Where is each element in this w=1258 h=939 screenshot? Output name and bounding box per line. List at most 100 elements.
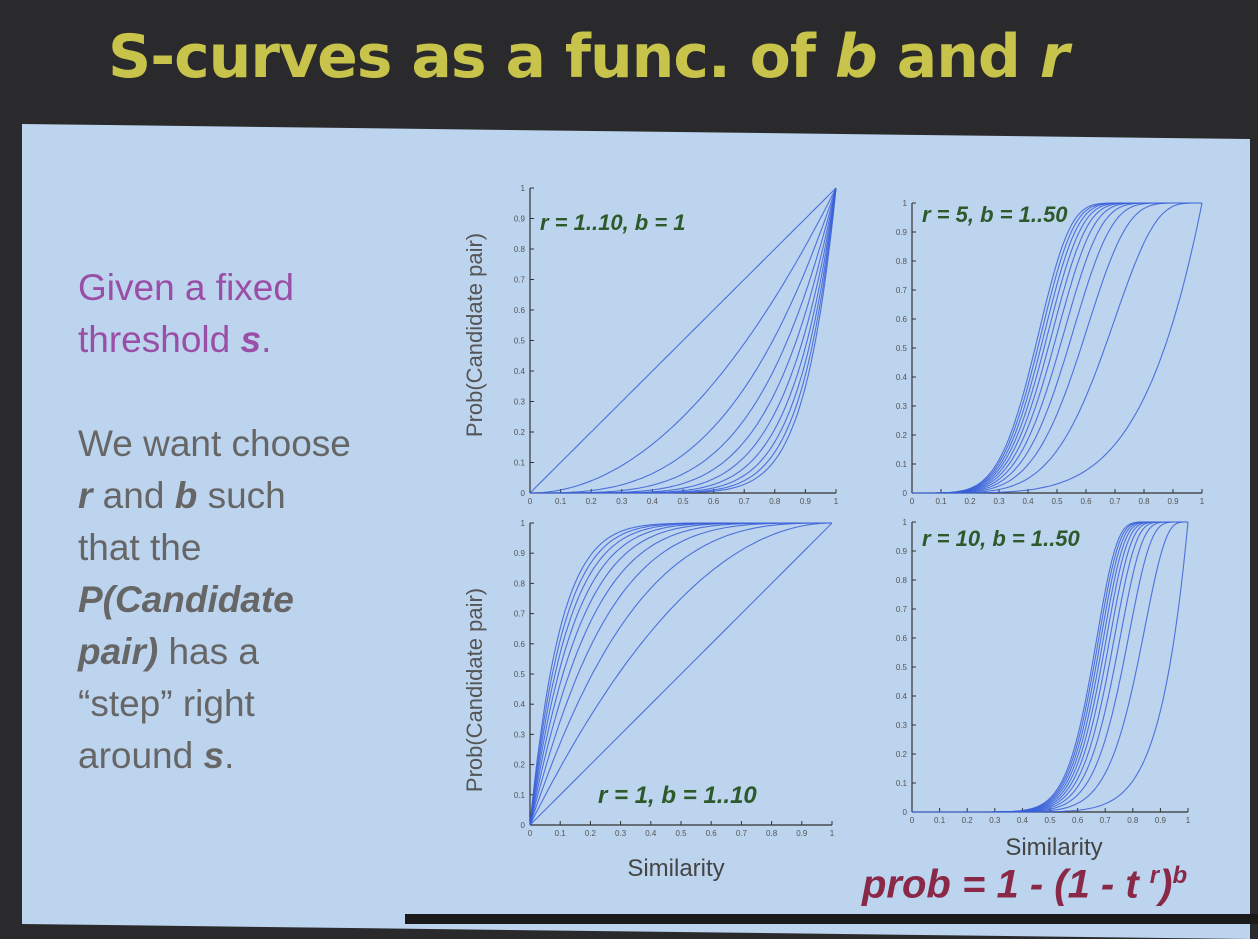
x-tick-label: 0.7 <box>1100 816 1112 825</box>
goal-line-7: around s. <box>78 730 351 782</box>
x-axis-label: Similarity <box>627 855 724 882</box>
threshold-line-2: threshold s. <box>78 314 294 366</box>
x-tick-label: 0.2 <box>962 816 974 825</box>
title-r: r <box>1039 22 1070 92</box>
chart-3: 0 0.1 0.2 0.3 0.4 0.5 0.6 0.7 0.8 0.9 1 0 0.1 0.2 0.3 0… <box>462 519 835 882</box>
threshold-dot: . <box>261 319 272 360</box>
series-line-r5-b5 <box>912 202 1202 494</box>
x-tick-label: 0.8 <box>769 497 781 506</box>
title-text: S-curves as a func. of <box>108 22 835 92</box>
y-tick-label: 0.4 <box>514 700 526 709</box>
series-line-r5-b50 <box>912 202 1202 494</box>
y-tick-label: 0.1 <box>514 791 526 800</box>
series-line-r1-b3 <box>529 522 832 826</box>
x-tick-label: 0 <box>528 497 533 506</box>
x-tick-label: 0.6 <box>706 829 718 838</box>
threshold-s: s <box>240 319 262 360</box>
x-tick-label: 0.9 <box>800 497 812 506</box>
series-line-r10-b15 <box>912 521 1188 813</box>
x-tick-label: 0.5 <box>677 497 689 506</box>
y-tick-label: 0 <box>903 808 908 817</box>
goal-pair: pair) <box>78 631 159 672</box>
y-tick-label: 0.8 <box>514 245 526 254</box>
series-line-r1-b2 <box>529 522 832 826</box>
y-tick-label: 0.1 <box>896 460 908 469</box>
y-tick-label: 0.4 <box>514 367 526 376</box>
y-tick-label: 0.8 <box>896 257 908 266</box>
x-tick-label: 0.2 <box>586 497 598 506</box>
y-tick-label: 0.6 <box>896 315 908 324</box>
goal-b: b <box>174 475 198 516</box>
slide-title: S-curves as a func. of b and r <box>108 22 1070 92</box>
x-axis-label: Similarity <box>1005 834 1102 861</box>
y-tick-label: 0.2 <box>514 428 526 437</box>
chart-1: 0 0.1 0.2 0.3 0.4 0.5 0.6 0.7 0.8 0.9 1 0 0.1 0.2 0.3 0… <box>462 184 839 506</box>
goal-line-3: that the <box>78 527 202 568</box>
x-tick-label: 1 <box>834 497 839 506</box>
x-tick-label: 0.9 <box>796 829 808 838</box>
y-tick-label: 0.6 <box>514 640 526 649</box>
x-tick-label: 0 <box>910 497 915 506</box>
goal-s: s <box>203 735 225 776</box>
formula-sup-b: b <box>1172 862 1188 889</box>
series-line-r3-b1 <box>530 187 837 494</box>
chart-annotation: r = 1, b = 1..10 <box>598 782 757 809</box>
x-tick-label: 0.1 <box>555 497 567 506</box>
y-tick-label: 0.9 <box>896 547 908 556</box>
y-tick-label: 0.4 <box>896 373 908 382</box>
y-tick-label: 0.3 <box>896 402 908 411</box>
series-line-r10-b25 <box>912 521 1188 813</box>
x-tick-label: 0.3 <box>989 816 1001 825</box>
series-line-r1-b1 <box>529 187 837 494</box>
goal-text: We want choose r and b such that the P(C… <box>78 418 351 782</box>
y-tick-label: 1 <box>903 518 908 527</box>
y-tick-label: 0.9 <box>514 215 526 224</box>
x-tick-label: 0.2 <box>585 829 597 838</box>
goal-and: and <box>92 475 175 516</box>
x-tick-label: 0.4 <box>647 497 659 506</box>
y-tick-label: 0.3 <box>514 398 526 407</box>
x-tick-label: 0.4 <box>1017 816 1029 825</box>
series-line-r10-b10 <box>912 521 1188 813</box>
y-tick-label: 0.5 <box>514 337 526 346</box>
formula-close: ) <box>1159 862 1173 907</box>
x-tick-label: 0.3 <box>993 497 1005 506</box>
goal-line-1: We want choose <box>78 423 351 464</box>
x-tick-label: 0 <box>528 829 533 838</box>
goal-r: r <box>78 475 93 516</box>
x-tick-label: 0.7 <box>739 497 751 506</box>
x-tick-label: 0.6 <box>1072 816 1084 825</box>
x-tick-label: 0.1 <box>934 816 946 825</box>
series-line-r10-b1 <box>912 521 1189 813</box>
series-line-r10-b30 <box>912 521 1188 813</box>
y-axis-label: Prob(Candidate pair) <box>462 233 487 437</box>
y-tick-label: 1 <box>521 184 526 193</box>
probability-formula: prob = 1 - (1 - t r)b <box>862 862 1187 907</box>
series-line-r10-b40 <box>912 521 1188 813</box>
goal-line-6: “step” right <box>78 683 255 724</box>
x-tick-label: 1 <box>1200 497 1205 506</box>
x-tick-label: 0.3 <box>616 497 628 506</box>
goal-dot: . <box>224 735 235 776</box>
threshold-text: Given a fixed threshold s. <box>78 262 294 366</box>
goal-such: such <box>197 475 286 516</box>
x-tick-label: 0.8 <box>1138 497 1150 506</box>
y-tick-label: 0.8 <box>514 579 526 588</box>
y-tick-label: 0.5 <box>896 663 908 672</box>
y-tick-label: 1 <box>903 199 908 208</box>
y-tick-label: 0 <box>903 489 908 498</box>
y-tick-label: 0.1 <box>896 779 908 788</box>
goal-candidate: P(Candidate <box>78 579 294 620</box>
y-tick-label: 0.7 <box>514 276 526 285</box>
y-tick-label: 0.2 <box>896 750 908 759</box>
x-tick-label: 0.8 <box>1127 816 1139 825</box>
x-tick-label: 0.6 <box>708 497 720 506</box>
y-tick-label: 0.3 <box>896 721 908 730</box>
x-tick-label: 0.5 <box>1044 816 1056 825</box>
chart-2: 0 0.1 0.2 0.3 0.4 0.5 0.6 0.7 0.8 0.9 1 0 0.1 0.2 0.3 0… <box>896 199 1205 506</box>
y-tick-label: 0.1 <box>514 459 526 468</box>
x-tick-label: 0.3 <box>615 829 627 838</box>
y-tick-label: 0.6 <box>896 634 908 643</box>
x-tick-label: 0.7 <box>736 829 748 838</box>
